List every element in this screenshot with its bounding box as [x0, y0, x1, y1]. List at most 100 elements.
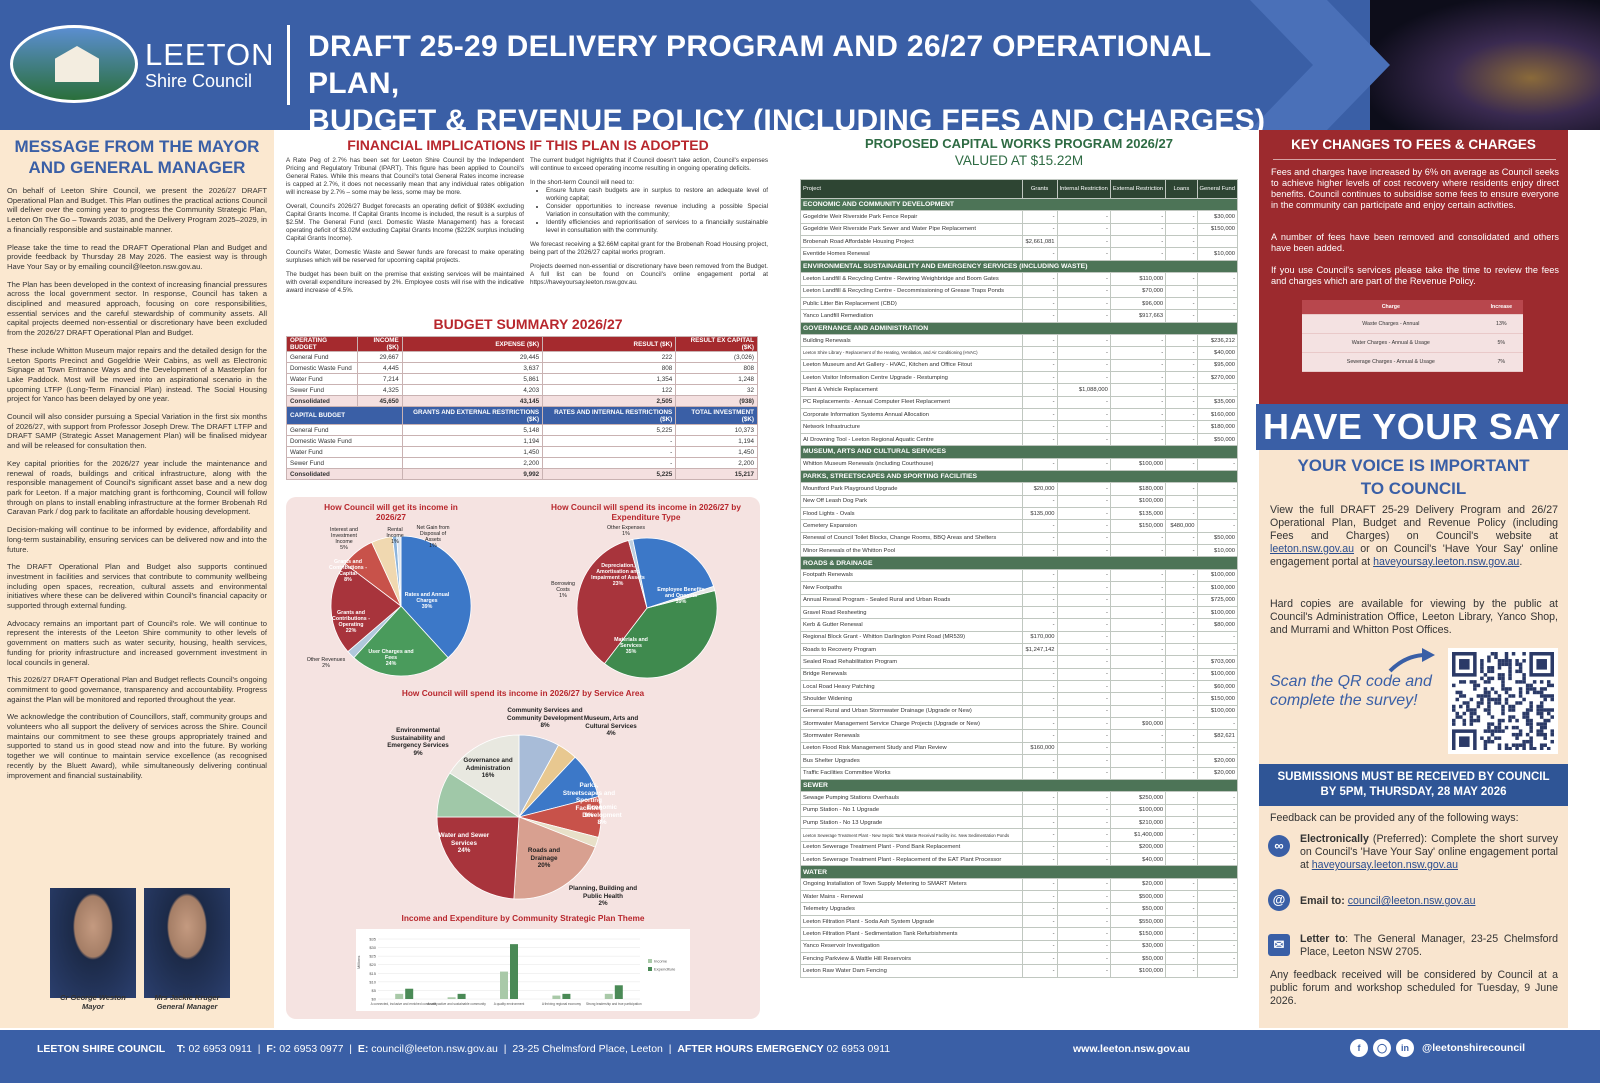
table-cell: Shoulder Widening — [800, 692, 1023, 706]
table-cell: Pump Station - No 13 Upgrade — [800, 815, 1023, 830]
table-cell: - — [1165, 877, 1198, 892]
table-cell: - — [1021, 432, 1058, 447]
table-cell: - — [1021, 420, 1058, 434]
table-cell: - — [1021, 853, 1058, 867]
table-row: Leeton Filtration Plant - Sedimentation … — [800, 927, 1239, 941]
table-cell: Renewal of Council Toilet Blocks, Change… — [800, 531, 1023, 546]
table-cell: $250,000 — [1109, 791, 1167, 805]
qr-code-icon[interactable] — [1448, 648, 1558, 754]
footer-email[interactable]: council@leeton.nsw.gov.au — [371, 1043, 498, 1055]
table-cell: $100,000 — [1196, 704, 1239, 719]
table-cell: Yanco Reservoir Investigation — [800, 939, 1023, 953]
footer-website-link[interactable]: www.leeton.nsw.gov.au — [1073, 1043, 1190, 1055]
table-cell: - — [1021, 902, 1058, 916]
table-cell: - — [1196, 803, 1239, 817]
table-cell: - — [1021, 593, 1058, 607]
instagram-icon[interactable]: ◯ — [1373, 1039, 1391, 1057]
table-cell: Telemetry Upgrades — [800, 902, 1023, 916]
mayor-message-column: MESSAGE FROM THE MAYOR AND GENERAL MANAG… — [0, 130, 274, 1028]
table-row: Leeton Landfill & Recycling Centre - Rew… — [800, 272, 1239, 286]
table-cell: - — [1109, 408, 1167, 422]
table-cell: - — [1165, 544, 1198, 558]
table-cell: $100,000 — [1196, 581, 1239, 595]
table-cell: - — [1021, 815, 1058, 830]
haveyoursay-link[interactable]: haveyoursay.leeton.nsw.gov.au — [1373, 556, 1520, 568]
table-cell: - — [1196, 272, 1239, 286]
table-cell: - — [1109, 667, 1167, 682]
table-cell: $50,000 — [1196, 432, 1239, 447]
table-cell: - — [1056, 655, 1111, 669]
table-cell: - — [1021, 828, 1058, 842]
table-cell: - — [1056, 284, 1111, 298]
table-header-row: Project Grants Internal Restriction Externa… — [800, 179, 1239, 199]
table-cell: - — [1021, 309, 1058, 323]
table-cell: 808 — [542, 362, 677, 374]
table-cell: - — [1056, 222, 1111, 237]
footer-social-handle[interactable]: @leetonshirecouncil — [1422, 1042, 1526, 1054]
bar-expenditure-2 — [510, 944, 518, 999]
table-cell: $500,000 — [1109, 890, 1167, 904]
table-row: Leeton Shire Library - Replacement of th… — [800, 346, 1239, 360]
table-cell: - — [1165, 346, 1198, 360]
table-cell: $82,621 — [1196, 729, 1239, 743]
linkedin-icon[interactable]: in — [1396, 1039, 1414, 1057]
bar-expenditure-3 — [562, 993, 571, 999]
page-title: DRAFT 25-29 DELIVERY PROGRAM AND 26/27 O… — [308, 28, 1298, 139]
table-row: Domestic Waste Fund 4,445 3,637 808 808 — [286, 362, 758, 374]
table-cell: Gravel Road Resheeting — [800, 605, 1023, 620]
email-link[interactable]: council@leeton.nsw.gov.au — [1347, 895, 1476, 907]
table-row: Minor Renewals of the Whitton Pool - - - - $1… — [800, 544, 1239, 558]
table-row: Waste Charges - Annual 13% — [1302, 314, 1523, 334]
facebook-icon[interactable]: f — [1350, 1039, 1368, 1057]
table-cell: - — [1056, 828, 1111, 842]
footer-phone[interactable]: 02 6953 0911 — [188, 1043, 252, 1055]
table-cell: $135,000 — [1021, 506, 1058, 521]
table-cell: $50,000 — [1109, 902, 1167, 916]
category-row: MUSEUM, ARTS AND CULTURAL SERVICES — [800, 445, 1238, 459]
pie-slice-expense-1 — [576, 539, 648, 665]
table-cell: - — [1165, 531, 1198, 546]
pie-slice-income-0 — [400, 535, 472, 659]
table-cell: - — [1021, 680, 1058, 694]
table-cell: - — [1021, 358, 1058, 373]
table-cell: TOTAL INVESTMENT ($K) — [675, 406, 758, 425]
table-cell: - — [1056, 766, 1111, 780]
hard-copies-text: Hard copies are available for viewing by… — [1270, 598, 1558, 636]
have-your-say-banner: HAVE YOUR SAY — [1256, 404, 1568, 450]
table-row: Sewer Fund 4,325 4,203 122 32 — [286, 384, 758, 396]
table-cell: - — [1165, 605, 1198, 620]
message-paragraph: Advocacy remains an important part of Co… — [7, 618, 267, 667]
y-tick-label: $5 — [372, 988, 377, 993]
table-row: Whitton Museum Renewals (including Court… — [800, 457, 1239, 471]
table-cell: Stormwater Renewals — [800, 729, 1023, 743]
table-cell: - — [1021, 544, 1058, 558]
table-cell: - — [1165, 890, 1198, 904]
table-cell: $95,000 — [1196, 358, 1239, 373]
table-cell: - — [1021, 890, 1058, 904]
table-cell: $917,663 — [1109, 309, 1167, 323]
table-cell: - — [1165, 729, 1198, 743]
table-cell: 1,194 — [675, 435, 758, 447]
table-cell: - — [1021, 383, 1058, 397]
website-link[interactable]: leeton.nsw.gov.au — [1270, 543, 1355, 555]
y-tick-label: $35 — [369, 937, 376, 942]
survey-link[interactable]: haveyoursay.leeton.nsw.gov.au — [1311, 859, 1459, 871]
feedback-closing: Any feedback received will be considered… — [1270, 969, 1558, 1007]
table-cell: - — [1021, 346, 1058, 360]
table-cell: - — [1109, 605, 1167, 620]
legend-label: Expenditure — [654, 967, 676, 972]
council-logo[interactable]: LEETON Shire Council — [10, 25, 280, 105]
table-cell: $40,000 — [1196, 346, 1239, 360]
pie-label-service-0: Community Services and Community Develop… — [507, 707, 583, 729]
table-cell: 2,505 — [542, 395, 677, 407]
feedback-email: Email to: council@leeton.nsw.gov.au — [1300, 895, 1476, 907]
table-cell: - — [1165, 358, 1198, 373]
table-cell: $150,000 — [1109, 519, 1167, 533]
table-cell: - — [542, 457, 677, 469]
category-row: GOVERNANCE AND ADMINISTRATION — [800, 321, 1238, 335]
table-row: Kerb & Gutter Renewal - - - - $80,000 — [800, 618, 1239, 632]
table-cell: Mountford Park Playground Upgrade — [800, 482, 1023, 496]
table-cell: - — [1165, 939, 1198, 953]
table-cell: - — [1021, 803, 1058, 817]
financial-paragraph: A Rate Peg of 2.7% has been set for Leet… — [286, 157, 524, 196]
